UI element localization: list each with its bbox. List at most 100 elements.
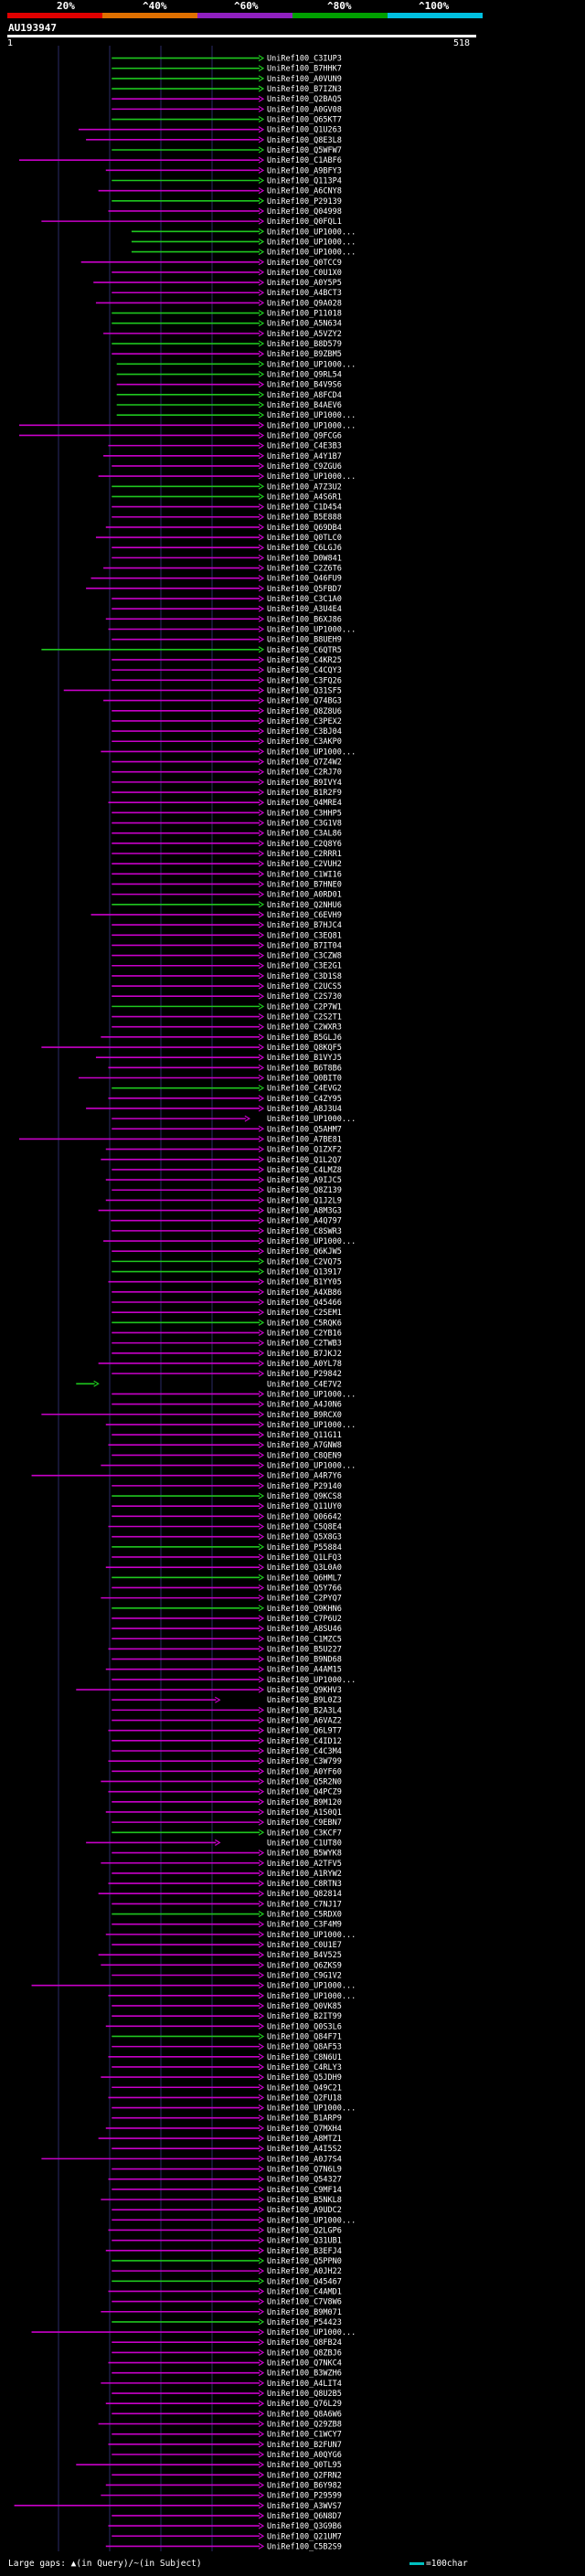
hit-label[interactable]: UniRef100_C5Q8E4 — [267, 1523, 342, 1532]
hit-label[interactable]: UniRef100_C1MZC5 — [267, 1635, 342, 1644]
hit-label[interactable]: UniRef100_Q0VK85 — [267, 2002, 342, 2011]
hit-label[interactable]: UniRef100_Q2FU18 — [267, 2094, 342, 2103]
hit-label[interactable]: UniRef100_C2VQ75 — [267, 1257, 342, 1267]
hit-label[interactable]: UniRef100_A3WVS7 — [267, 2502, 342, 2511]
hit-label[interactable]: UniRef100_A7BE81 — [267, 1135, 342, 1144]
hit-label[interactable]: UniRef100_B7HJC4 — [267, 921, 342, 930]
hit-label[interactable]: UniRef100_B9L0Z3 — [267, 1696, 342, 1705]
hit-label[interactable]: UniRef100_Q45467 — [267, 2277, 342, 2286]
hit-label[interactable]: UniRef100_C2SEM1 — [267, 1309, 342, 1318]
hit-label[interactable]: UniRef100_C3W799 — [267, 1757, 342, 1766]
hit-label[interactable]: UniRef100_B6XJ86 — [267, 615, 342, 624]
hit-label[interactable]: UniRef100_A8SU46 — [267, 1625, 342, 1634]
hit-label[interactable]: UniRef100_B1YY05 — [267, 1278, 342, 1288]
hit-label[interactable]: UniRef100_A9BFY3 — [267, 166, 342, 175]
hit-label[interactable]: UniRef100_B1ARP9 — [267, 2115, 342, 2124]
hit-label[interactable]: UniRef100_B7IZN3 — [267, 85, 342, 94]
hit-label[interactable]: UniRef100_C3AL86 — [267, 830, 342, 839]
hit-label[interactable]: UniRef100_Q9KHN6 — [267, 1605, 342, 1614]
hit-label[interactable]: UniRef100_C9ZGU6 — [267, 462, 342, 472]
hit-label[interactable]: UniRef100_Q1L2Q7 — [267, 1156, 342, 1165]
hit-label[interactable]: UniRef100_B8UEH9 — [267, 636, 342, 645]
hit-label[interactable]: UniRef100_C8RTN3 — [267, 1880, 342, 1889]
hit-label[interactable]: UniRef100_P11018 — [267, 310, 342, 319]
hit-label[interactable]: UniRef100_A0Y5P5 — [267, 279, 342, 288]
hit-label[interactable]: UniRef100_Q76L29 — [267, 2400, 342, 2409]
hit-label[interactable]: UniRef100_A4S6R1 — [267, 493, 342, 502]
hit-label[interactable]: UniRef100_A4AM15 — [267, 1666, 342, 1675]
hit-label[interactable]: UniRef100_Q65KT7 — [267, 116, 342, 125]
hit-label[interactable]: UniRef100_A4J0N6 — [267, 1401, 342, 1410]
hit-label[interactable]: UniRef100_C1ABF6 — [267, 156, 342, 165]
hit-label[interactable]: UniRef100_C3FQ26 — [267, 676, 342, 685]
hit-label[interactable]: UniRef100_B6Y982 — [267, 2481, 342, 2490]
hit-label[interactable]: UniRef100_C2VUH2 — [267, 860, 342, 869]
hit-label[interactable]: UniRef100_A0VUN9 — [267, 75, 342, 84]
hit-label[interactable]: UniRef100_Q3G9B6 — [267, 2522, 342, 2531]
hit-label[interactable]: UniRef100_A4I5S2 — [267, 2145, 342, 2154]
hit-label[interactable]: UniRef100_Q2BAQ5 — [267, 95, 342, 104]
hit-label[interactable]: UniRef100_C4E3B3 — [267, 442, 342, 451]
hit-label[interactable]: UniRef100_Q5FBD7 — [267, 585, 342, 594]
hit-label[interactable]: UniRef100_UP1000... — [267, 1676, 356, 1685]
hit-label[interactable]: UniRef100_Q9KHV3 — [267, 1686, 342, 1695]
hit-label[interactable]: UniRef100_Q7Z4W2 — [267, 758, 342, 768]
hit-label[interactable]: UniRef100_Q8Z8U6 — [267, 707, 342, 716]
hit-label[interactable]: UniRef100_Q84F71 — [267, 2032, 342, 2041]
hit-label[interactable]: UniRef100_Q2LGP6 — [267, 2226, 342, 2235]
hit-label[interactable]: UniRef100_Q0TCC9 — [267, 259, 342, 268]
hit-label[interactable]: UniRef100_B5E888 — [267, 514, 342, 523]
hit-label[interactable]: UniRef100_UP1000... — [267, 238, 356, 247]
hit-label[interactable]: UniRef100_B4V525 — [267, 1951, 342, 1960]
hit-label[interactable]: UniRef100_C3D1S8 — [267, 972, 342, 981]
hit-label[interactable]: UniRef100_C7V8W6 — [267, 2298, 342, 2307]
hit-label[interactable]: UniRef100_Q5AHM7 — [267, 1125, 342, 1134]
hit-label[interactable]: UniRef100_UP1000... — [267, 411, 356, 420]
hit-label[interactable]: UniRef100_P29599 — [267, 2492, 342, 2501]
hit-label[interactable]: UniRef100_Q8E3L8 — [267, 136, 342, 145]
hit-label[interactable]: UniRef100_C4C3M4 — [267, 1747, 342, 1756]
hit-label[interactable]: UniRef100_A4Y1B7 — [267, 452, 342, 461]
hit-label[interactable]: UniRef100_B9IVY4 — [267, 779, 342, 788]
hit-label[interactable]: UniRef100_Q2FRN2 — [267, 2471, 342, 2480]
hit-label[interactable]: UniRef100_B9ND68 — [267, 1656, 342, 1665]
hit-label[interactable]: UniRef100_C2WXR3 — [267, 1023, 342, 1033]
hit-label[interactable]: UniRef100_Q8KQF5 — [267, 1044, 342, 1053]
hit-label[interactable]: UniRef100_UP1000... — [267, 472, 356, 482]
hit-label[interactable]: UniRef100_A4Q797 — [267, 1217, 342, 1226]
hit-label[interactable]: UniRef100_C7P6U2 — [267, 1615, 342, 1624]
hit-label[interactable]: UniRef100_Q31UB1 — [267, 2237, 342, 2246]
hit-label[interactable]: UniRef100_C7NJ17 — [267, 1900, 342, 1909]
hit-label[interactable]: UniRef100_C2Z6T6 — [267, 565, 342, 574]
hit-label[interactable]: UniRef100_C5RQK6 — [267, 1319, 342, 1328]
hit-label[interactable]: UniRef100_B7JKJ2 — [267, 1350, 342, 1359]
hit-label[interactable]: UniRef100_B1VYJ5 — [267, 1054, 342, 1063]
hit-label[interactable]: UniRef100_C3BJ04 — [267, 727, 342, 737]
hit-label[interactable]: UniRef100_B9ZBM5 — [267, 350, 342, 359]
hit-label[interactable]: UniRef100_C4ZY95 — [267, 1095, 342, 1104]
hit-label[interactable]: UniRef100_C2RJ70 — [267, 769, 342, 778]
hit-label[interactable]: UniRef100_UP1000... — [267, 421, 356, 430]
hit-label[interactable]: UniRef100_UP1000... — [267, 2216, 356, 2225]
hit-label[interactable]: UniRef100_Q0S3L6 — [267, 2022, 342, 2031]
hit-label[interactable]: UniRef100_UP1000... — [267, 1462, 356, 1471]
hit-label[interactable]: UniRef100_Q6KJW5 — [267, 1247, 342, 1256]
hit-label[interactable]: UniRef100_Q1U263 — [267, 126, 342, 135]
hit-label[interactable]: UniRef100_C4CQY3 — [267, 666, 342, 675]
hit-label[interactable]: UniRef100_B1R2F9 — [267, 789, 342, 798]
hit-label[interactable]: UniRef100_C3E2G1 — [267, 962, 342, 971]
hit-label[interactable]: UniRef100_C2YB16 — [267, 1329, 342, 1338]
hit-label[interactable]: UniRef100_A9UDC2 — [267, 2206, 342, 2215]
hit-label[interactable]: UniRef100_Q54327 — [267, 2176, 342, 2185]
hit-label[interactable]: UniRef100_B5GLJ6 — [267, 1034, 342, 1043]
hit-label[interactable]: UniRef100_A0YF60 — [267, 1767, 342, 1776]
hit-label[interactable]: UniRef100_B2FUN7 — [267, 2441, 342, 2450]
hit-label[interactable]: UniRef100_Q8AF53 — [267, 2043, 342, 2052]
hit-label[interactable]: UniRef100_Q29ZB8 — [267, 2421, 342, 2430]
hit-label[interactable]: UniRef100_A4LIT4 — [267, 2380, 342, 2389]
hit-label[interactable]: UniRef100_C3HHP5 — [267, 809, 342, 818]
hit-label[interactable]: UniRef100_A8FCD4 — [267, 391, 342, 400]
hit-label[interactable]: UniRef100_C9MF14 — [267, 2186, 342, 2195]
hit-label[interactable]: UniRef100_C2UCS5 — [267, 982, 342, 991]
hit-label[interactable]: UniRef100_A2TFV5 — [267, 1860, 342, 1869]
